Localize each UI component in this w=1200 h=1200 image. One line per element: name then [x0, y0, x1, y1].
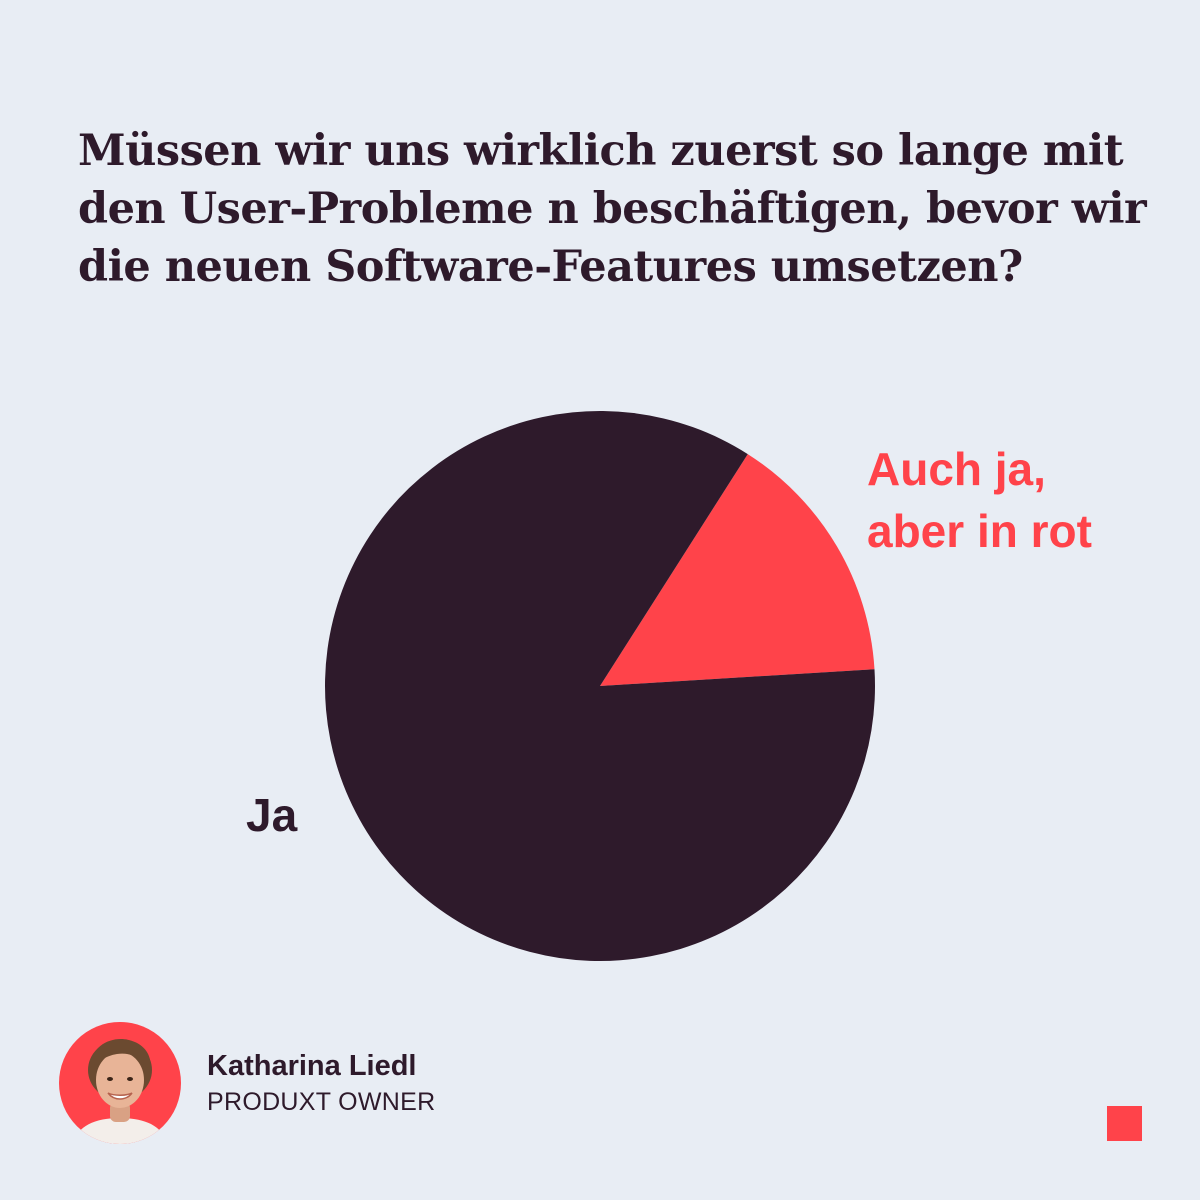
person-portrait-icon — [73, 1039, 167, 1144]
slice-label-auch-ja-line-2: aber in rot — [867, 505, 1092, 557]
question-title: Müssen wir uns wirklich zuerst so lange … — [78, 122, 1147, 296]
red-square-logo — [1107, 1106, 1142, 1141]
question-line-1: Müssen wir uns wirklich zuerst so lange … — [78, 126, 1124, 176]
question-line-3: die neuen Software-Features umsetzen? — [78, 242, 1023, 292]
author-role: PRODUXT OWNER — [207, 1088, 436, 1116]
slice-label-ja: Ja — [246, 789, 298, 841]
author-name: Katharina Liedl — [207, 1050, 417, 1082]
slice-label-auch-ja: Auch ja, aber in rot — [867, 438, 1092, 562]
pie-slice-auch-ja — [600, 454, 875, 686]
slice-label-auch-ja-line-1: Auch ja, — [867, 443, 1046, 495]
question-line-2: den User-Probleme n beschäftigen, bevor … — [78, 184, 1147, 234]
avatar — [59, 1022, 181, 1144]
pie-slice-ja — [325, 411, 876, 962]
